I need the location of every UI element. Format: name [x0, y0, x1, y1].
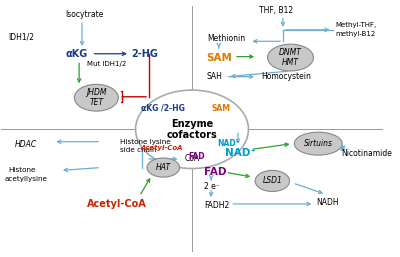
Ellipse shape [136, 90, 248, 169]
Text: αKG: αKG [66, 49, 88, 59]
Text: HMT: HMT [282, 58, 299, 67]
Ellipse shape [294, 132, 342, 155]
Text: NAD⁺: NAD⁺ [226, 148, 256, 158]
Text: HAT: HAT [156, 163, 171, 172]
Text: CoA: CoA [184, 154, 200, 163]
Text: acetyllysine: acetyllysine [4, 176, 48, 182]
Text: Homocystein: Homocystein [261, 72, 311, 81]
Text: Histone: Histone [8, 167, 36, 173]
Text: Histone lysine: Histone lysine [120, 139, 171, 145]
Ellipse shape [147, 158, 180, 177]
Ellipse shape [268, 44, 314, 71]
Ellipse shape [74, 84, 118, 111]
Text: HDAC: HDAC [15, 140, 37, 149]
Text: methyl-B12: methyl-B12 [336, 31, 376, 37]
Text: NADH: NADH [316, 197, 339, 207]
Text: Acetyl-CoA: Acetyl-CoA [140, 145, 183, 151]
Text: FADH2: FADH2 [204, 201, 230, 210]
Text: 2 e⁻: 2 e⁻ [204, 182, 220, 191]
Text: SAH: SAH [206, 72, 222, 81]
Text: NAD⁺: NAD⁺ [217, 139, 240, 148]
Text: FAD: FAD [188, 152, 205, 161]
Text: FAD: FAD [204, 167, 227, 177]
Ellipse shape [255, 170, 290, 191]
Text: TET: TET [89, 98, 104, 107]
Text: Isocytrate: Isocytrate [66, 10, 104, 19]
Text: IDH1/2: IDH1/2 [8, 32, 34, 41]
Text: side chain: side chain [120, 147, 157, 153]
Text: Acetyl-CoA: Acetyl-CoA [87, 199, 146, 209]
Text: Methyl-THF,: Methyl-THF, [336, 22, 377, 28]
Text: 2-HG: 2-HG [132, 49, 159, 59]
Text: DNMT: DNMT [279, 48, 302, 57]
Text: Enzyme
cofactors: Enzyme cofactors [167, 118, 217, 140]
Text: LSD1: LSD1 [262, 177, 282, 186]
Text: Methionin: Methionin [207, 34, 246, 43]
Text: Mut IDH1/2: Mut IDH1/2 [87, 61, 126, 67]
Text: SAM: SAM [211, 104, 230, 113]
Text: Sirtuins: Sirtuins [304, 139, 333, 148]
Text: JHDM: JHDM [86, 88, 106, 97]
Text: SAM: SAM [206, 53, 232, 62]
Text: αKG /2-HG: αKG /2-HG [141, 104, 185, 113]
Text: THF, B12: THF, B12 [259, 6, 293, 15]
Text: Nicotinamide: Nicotinamide [341, 149, 392, 158]
